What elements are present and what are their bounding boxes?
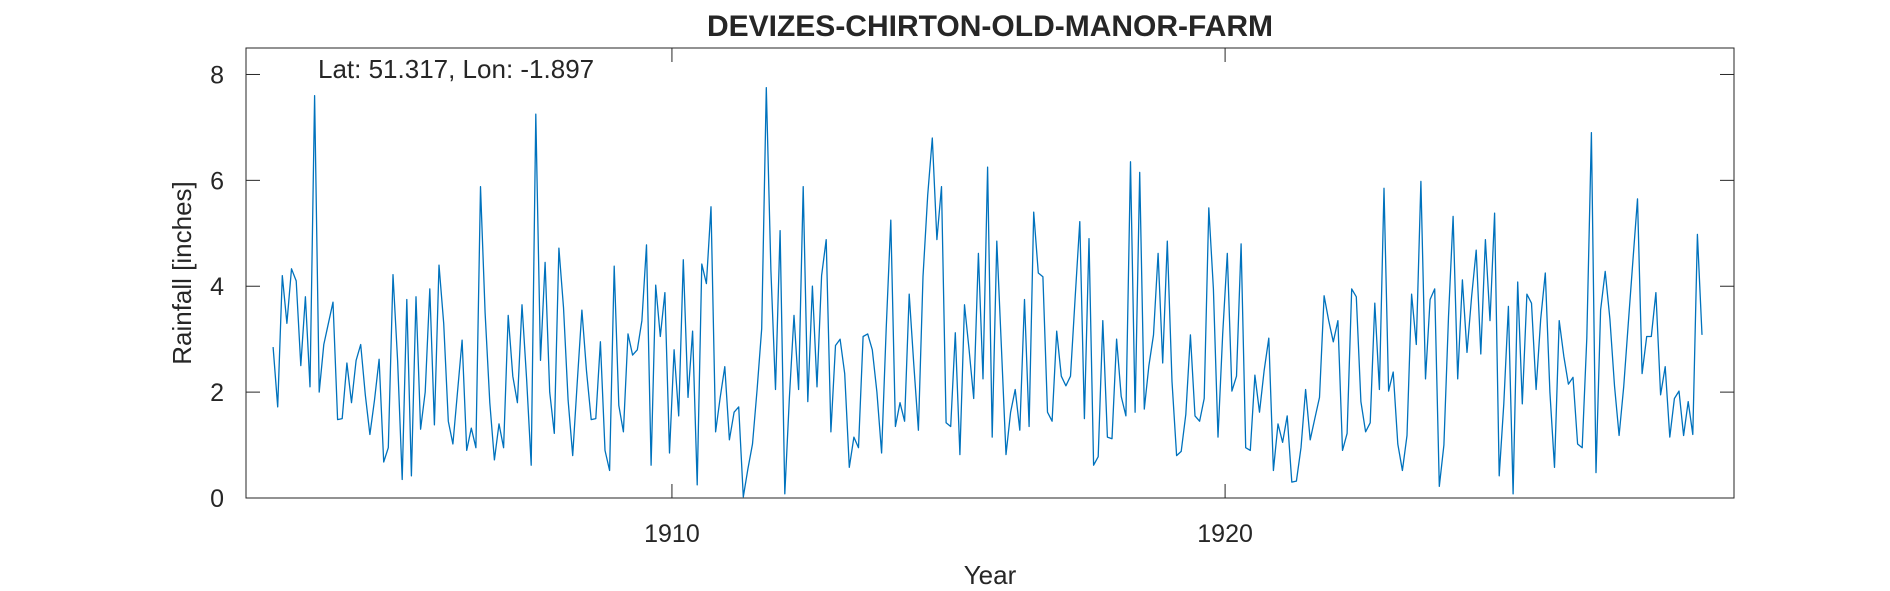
y-tick-label: 0	[210, 485, 224, 513]
y-tick-label: 4	[210, 273, 224, 301]
rainfall-series-line	[272, 87, 1703, 498]
y-tick-label: 6	[210, 167, 224, 195]
y-tick-label: 8	[210, 61, 224, 89]
x-axis-label: Year	[964, 560, 1017, 590]
x-tick-label: 1920	[1197, 520, 1253, 548]
chart-title: DEVIZES-CHIRTON-OLD-MANOR-FARM	[707, 10, 1273, 43]
axes-box	[245, 47, 1735, 499]
x-ticks: 1910 1920	[644, 48, 1253, 548]
location-annotation: Lat: 51.317, Lon: -1.897	[318, 54, 594, 84]
y-axis-label: Rainfall [inches]	[167, 181, 197, 365]
x-tick-label: 1910	[644, 520, 700, 548]
y-tick-label: 2	[210, 379, 224, 407]
